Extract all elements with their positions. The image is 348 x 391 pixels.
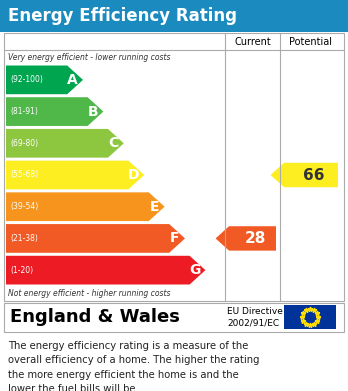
Text: The energy efficiency rating is a measure of the
overall efficiency of a home. T: The energy efficiency rating is a measur…: [8, 341, 260, 391]
Text: Potential: Potential: [290, 37, 332, 47]
Text: B: B: [88, 104, 98, 118]
Text: (92-100): (92-100): [10, 75, 43, 84]
Text: Not energy efficient - higher running costs: Not energy efficient - higher running co…: [8, 289, 171, 298]
Text: EU Directive
2002/91/EC: EU Directive 2002/91/EC: [227, 307, 283, 328]
Polygon shape: [6, 129, 124, 158]
Polygon shape: [6, 256, 205, 285]
Bar: [4, 303, 344, 332]
Text: E: E: [150, 200, 159, 214]
Text: Current: Current: [234, 37, 271, 47]
Text: (1-20): (1-20): [10, 265, 33, 274]
Text: England & Wales: England & Wales: [10, 308, 180, 326]
Text: D: D: [128, 168, 140, 182]
Polygon shape: [6, 97, 103, 126]
Text: 28: 28: [245, 231, 266, 246]
Text: C: C: [109, 136, 119, 150]
Text: (55-68): (55-68): [10, 170, 38, 179]
Text: Energy Efficiency Rating: Energy Efficiency Rating: [8, 7, 237, 25]
Polygon shape: [6, 66, 83, 94]
Text: (39-54): (39-54): [10, 202, 38, 211]
Text: 66: 66: [303, 167, 325, 183]
Polygon shape: [215, 226, 276, 251]
Polygon shape: [271, 163, 338, 187]
Polygon shape: [6, 161, 144, 189]
Polygon shape: [6, 224, 185, 253]
Text: Very energy efficient - lower running costs: Very energy efficient - lower running co…: [8, 54, 171, 63]
Bar: [4, 33, 344, 301]
Bar: [284, 305, 336, 329]
Bar: [0, 0, 348, 32]
Text: G: G: [189, 263, 201, 277]
Text: (69-80): (69-80): [10, 139, 38, 148]
Polygon shape: [6, 192, 165, 221]
Text: (81-91): (81-91): [10, 107, 38, 116]
Text: F: F: [170, 231, 180, 246]
Text: (21-38): (21-38): [10, 234, 38, 243]
Text: A: A: [68, 73, 78, 87]
